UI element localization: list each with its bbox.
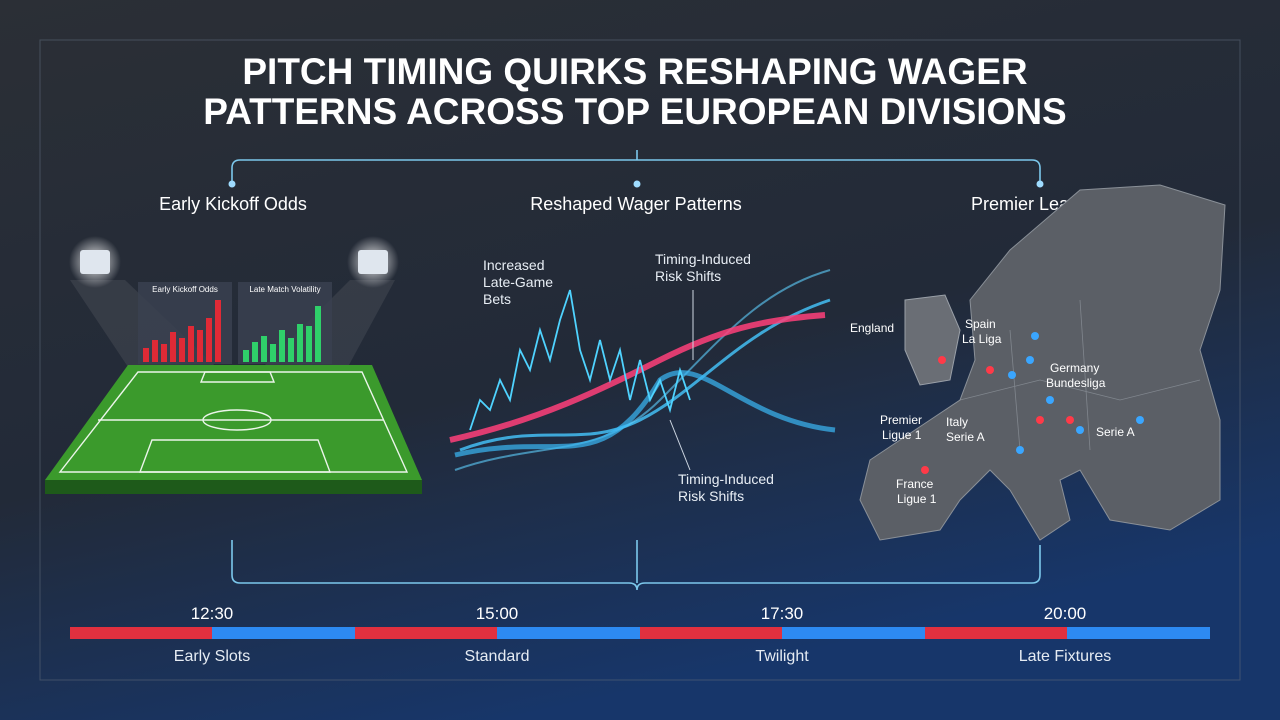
label-line: Bets (483, 291, 511, 307)
screen-label: Late Match Volatility (249, 285, 320, 294)
label-line: Increased (483, 257, 544, 273)
label-line: Serie A (946, 430, 985, 444)
panel-heading: Reshaped Wager Patterns (530, 194, 741, 214)
slot-label: Twilight (755, 648, 809, 665)
label-line: Italy (946, 415, 968, 429)
title-line: PITCH TIMING QUIRKS RESHAPING WAGER (242, 51, 1027, 92)
top-connector (228, 150, 1044, 188)
map-label: France Ligue 1 (896, 477, 937, 506)
label-line: Ligue 1 (897, 492, 937, 506)
label-line: La Liga (962, 332, 1002, 346)
label-line: Timing-Induced (678, 471, 774, 487)
time-label: 12:30 (191, 604, 234, 623)
timeline-bar (70, 627, 1210, 639)
screen-label: Early Kickoff Odds (152, 285, 218, 294)
wave-label: Timing-Induced Risk Shifts (678, 471, 774, 504)
bottom-connector (231, 540, 1041, 591)
slot-label: Late Fixtures (1019, 648, 1111, 665)
slot-label: Early Slots (174, 648, 250, 665)
label-line: Ligue 1 (882, 428, 922, 442)
stadium-illustration: Early Kickoff Odds Late Match Volatility (45, 236, 422, 494)
label-line: Risk Shifts (655, 268, 721, 284)
label-line: Serie A (1096, 425, 1135, 439)
wave-label: Timing-Induced Risk Shifts (655, 251, 751, 284)
label-line: France (896, 477, 934, 491)
time-label: 17:30 (761, 604, 804, 623)
time-label: 20:00 (1044, 604, 1087, 623)
label-line: Late-Game (483, 274, 553, 290)
label-line: Germany (1050, 361, 1099, 375)
title-line: PATTERNS ACROSS TOP EUROPEAN DIVISIONS (203, 91, 1066, 132)
frame (39, 39, 1241, 681)
slot-label: Standard (465, 648, 530, 665)
map-label: Germany Bundesliga (1046, 361, 1106, 390)
time-label: 15:00 (476, 604, 519, 623)
map-label: Serie A (1096, 425, 1135, 439)
panel-heading: Early Kickoff Odds (159, 194, 307, 214)
label-line: Spain (965, 317, 996, 331)
map-label: Premier Ligue 1 (880, 413, 922, 442)
europe-map (859, 184, 1226, 541)
map-label: England (850, 321, 894, 335)
label-line: Premier (880, 413, 922, 427)
wave-illustration (449, 269, 836, 471)
map-label: Spain La Liga (962, 317, 1002, 346)
label-line: England (850, 321, 894, 335)
label-line: Timing-Induced (655, 251, 751, 267)
label-line: Risk Shifts (678, 488, 744, 504)
wave-label: Increased Late-Game Bets (483, 257, 553, 307)
map-label: Italy Serie A (946, 415, 985, 444)
label-line: Bundesliga (1046, 376, 1106, 390)
